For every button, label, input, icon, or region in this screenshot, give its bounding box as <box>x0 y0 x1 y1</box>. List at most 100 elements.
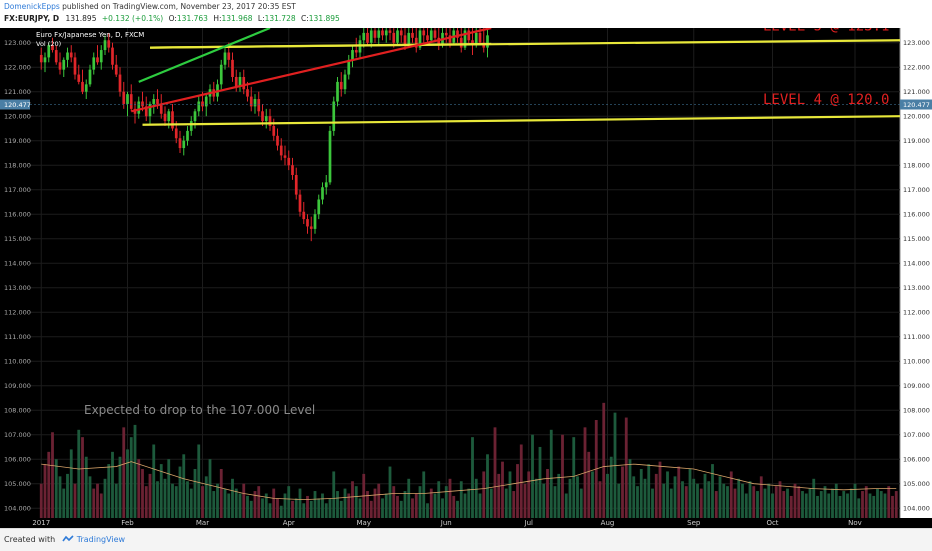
price-chart[interactable]: LEVEL 5 @ 123.1 LEVEL 4 @ 120.0 Expected t… <box>0 28 932 528</box>
volume-bar <box>321 493 324 518</box>
volume-bar <box>261 498 264 518</box>
candle-body <box>332 101 336 131</box>
current-price-marker: 120.477 120.477 <box>0 99 932 110</box>
trendline <box>149 42 492 49</box>
candle-body <box>88 69 92 85</box>
candle-body <box>223 52 227 65</box>
candle-body <box>62 59 66 70</box>
candle-body <box>261 111 264 122</box>
volume-bar <box>197 444 201 518</box>
volume-bar <box>396 495 399 518</box>
volume-bar <box>752 486 756 518</box>
level-5-annotation: LEVEL 5 @ 123.1 <box>763 28 889 34</box>
volume-bar <box>801 491 804 518</box>
candle-body <box>69 52 73 58</box>
candle-body <box>182 140 186 149</box>
low-value: 131.728 <box>264 14 296 23</box>
candle-body <box>66 52 69 60</box>
candle-body <box>294 175 298 195</box>
volume-bar <box>268 503 272 518</box>
y-tick-label: 123.000 <box>903 39 930 47</box>
candle-body <box>186 130 189 141</box>
volume-bar <box>744 493 748 518</box>
candle-body <box>467 30 471 41</box>
volume-bar <box>816 495 819 518</box>
volume-bar <box>771 493 774 518</box>
candle-body <box>321 187 324 200</box>
candle-body <box>167 111 171 122</box>
candle-body <box>377 30 381 38</box>
volume-bar <box>178 466 182 518</box>
left-y-tick-label: 118.000 <box>4 162 31 170</box>
volume-bar <box>264 493 268 518</box>
candle-body <box>111 47 114 65</box>
volume-bar <box>512 491 516 518</box>
candle-body <box>411 32 414 38</box>
volume-bar <box>92 488 96 518</box>
volume-bar <box>381 498 384 518</box>
candle-body <box>287 157 291 166</box>
trendline <box>131 28 492 113</box>
volume-bar <box>868 493 872 518</box>
candle-body <box>114 64 118 75</box>
volume-bar <box>774 486 778 518</box>
left-y-tick-label: 104.000 <box>4 505 31 513</box>
x-axis-background <box>0 518 932 528</box>
volume-bar <box>287 486 291 518</box>
left-y-tick-label: 105.000 <box>4 480 31 488</box>
volume-bar <box>748 481 752 518</box>
candle-body <box>257 99 261 112</box>
volume-bar <box>144 486 148 518</box>
candle-body <box>107 40 111 48</box>
symbol-label: FX:EURJPY, D <box>4 14 60 23</box>
author-link[interactable]: DomenickEpps <box>4 2 60 11</box>
volume-bar <box>437 481 441 518</box>
x-tick-label: May <box>357 519 371 527</box>
left-price-marker-box <box>0 99 30 110</box>
volume-bar <box>133 424 137 518</box>
volume-bar <box>538 446 542 518</box>
volume-bar <box>358 498 362 518</box>
y-tick-label: 116.000 <box>903 211 930 219</box>
volume-bar <box>441 498 444 518</box>
volume-bar <box>399 500 403 518</box>
footer: Created with TradingView <box>0 528 932 551</box>
candle-body <box>392 32 396 43</box>
volume-bar <box>846 493 849 518</box>
y-tick-label: 122.000 <box>903 64 930 72</box>
volume-bar <box>681 481 684 518</box>
candle-body <box>144 106 148 117</box>
annotations: LEVEL 5 @ 123.1 LEVEL 4 @ 120.0 Expected t… <box>84 28 889 417</box>
volume-bar <box>201 486 204 518</box>
publish-info: published on TradingView.com, November 2… <box>62 2 296 11</box>
volume-bar <box>534 478 538 518</box>
volume-bar <box>336 491 339 518</box>
x-tick-label: Nov <box>848 519 862 527</box>
candle-body <box>264 116 268 122</box>
volume-bar <box>129 437 133 518</box>
volume-bar <box>114 483 118 518</box>
volume-bar <box>283 493 287 518</box>
volume-bar <box>497 473 501 518</box>
volume-bar <box>193 469 197 518</box>
volume-bar <box>834 483 838 518</box>
volume-bar <box>786 488 789 518</box>
candle-body <box>486 35 489 48</box>
volume-bar <box>111 451 114 518</box>
volume-bar <box>501 461 504 518</box>
candle-body <box>77 74 81 82</box>
volume-bar <box>759 476 763 518</box>
candle-body <box>463 30 467 48</box>
candle-body <box>459 37 463 48</box>
volume-bar <box>804 493 808 518</box>
y-tick-label: 107.000 <box>903 431 930 439</box>
candle-body <box>129 94 133 109</box>
candle-body <box>313 214 317 229</box>
tradingview-link[interactable]: TradingView <box>76 535 126 544</box>
volume-bar <box>324 503 328 518</box>
y-tick-label: 119.000 <box>903 137 930 145</box>
x-tick-label: Oct <box>766 519 778 527</box>
candle-body <box>279 145 283 156</box>
candle-body <box>163 113 167 122</box>
candle-body <box>298 194 302 212</box>
